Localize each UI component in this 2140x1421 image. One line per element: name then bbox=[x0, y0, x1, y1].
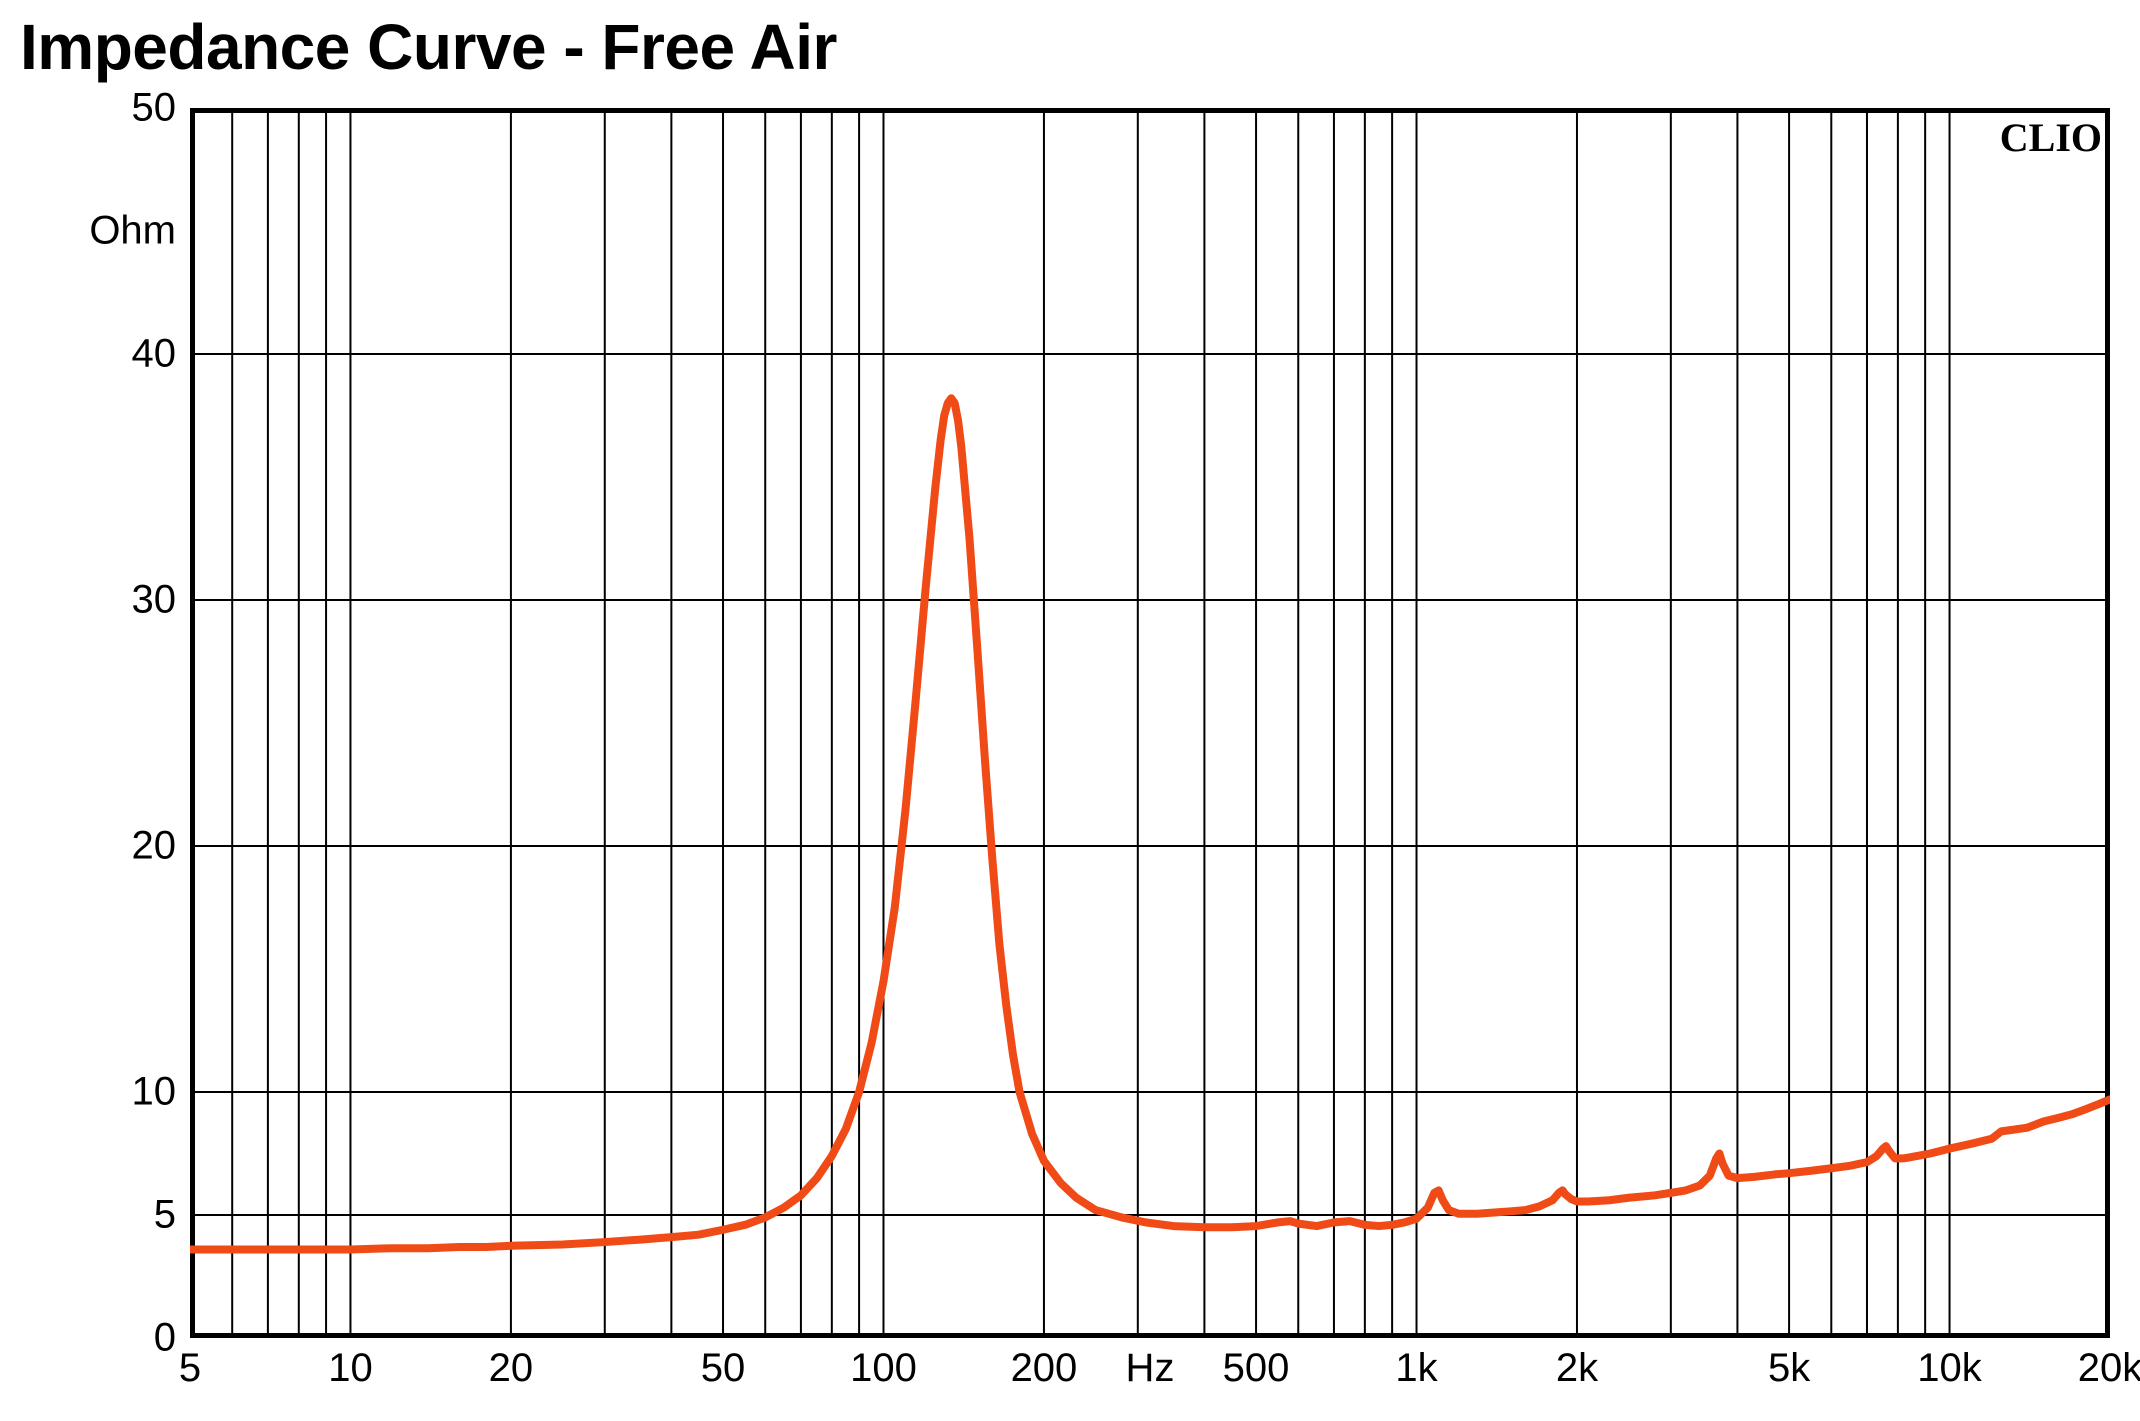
x-axis-unit-label: Hz bbox=[1126, 1346, 1175, 1391]
x-tick-label: 5k bbox=[1768, 1346, 1810, 1391]
x-tick-label: 200 bbox=[1011, 1346, 1078, 1391]
x-tick-label: 5 bbox=[179, 1346, 201, 1391]
x-tick-label: 20k bbox=[2078, 1346, 2140, 1391]
y-tick-label: 30 bbox=[132, 578, 177, 623]
watermark-label: CLIO bbox=[2000, 114, 2102, 161]
x-tick-label: 10k bbox=[1917, 1346, 1982, 1391]
impedance-series-svg bbox=[190, 108, 2110, 1338]
x-tick-label: 100 bbox=[850, 1346, 917, 1391]
y-tick-label: 5 bbox=[154, 1193, 176, 1238]
x-tick-label: 10 bbox=[328, 1346, 373, 1391]
page-root: Impedance Curve - Free Air CLIO 51020501… bbox=[0, 0, 2140, 1421]
x-tick-label: 500 bbox=[1223, 1346, 1290, 1391]
x-tick-label: 2k bbox=[1556, 1346, 1598, 1391]
y-tick-label: 50 bbox=[132, 86, 177, 131]
x-tick-label: 1k bbox=[1395, 1346, 1437, 1391]
x-tick-label: 50 bbox=[701, 1346, 746, 1391]
y-tick-label: 0 bbox=[154, 1316, 176, 1361]
chart-title: Impedance Curve - Free Air bbox=[20, 10, 837, 84]
x-tick-label: 20 bbox=[489, 1346, 534, 1391]
y-tick-label: 20 bbox=[132, 824, 177, 869]
impedance-line bbox=[190, 398, 2110, 1249]
y-tick-label: 10 bbox=[132, 1070, 177, 1115]
plot-area: CLIO bbox=[190, 108, 2110, 1338]
y-tick-label: 40 bbox=[132, 332, 177, 377]
y-axis-unit-label: Ohm bbox=[89, 209, 176, 254]
